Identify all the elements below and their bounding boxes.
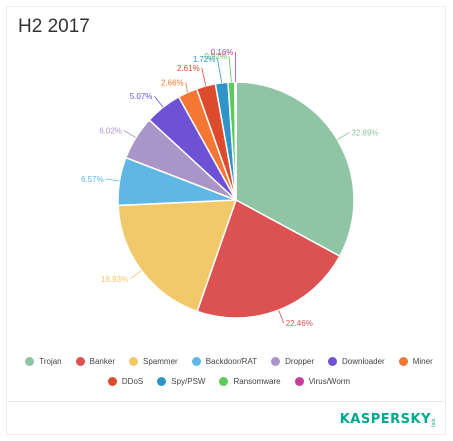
legend-item: Spammer bbox=[129, 357, 178, 366]
leader-line bbox=[154, 95, 164, 108]
chart-title: H2 2017 bbox=[18, 16, 90, 37]
legend-swatch bbox=[129, 357, 138, 366]
legend-item: DDoS bbox=[107, 377, 144, 386]
data-label: 6.02% bbox=[99, 126, 122, 135]
leader-line bbox=[201, 67, 207, 86]
legend-label: DDoS bbox=[121, 377, 144, 386]
legend-swatch bbox=[75, 357, 85, 366]
data-label: 1.72% bbox=[193, 55, 216, 64]
legend-item: Banker bbox=[75, 357, 115, 366]
legend-swatch bbox=[294, 377, 304, 386]
leader-line bbox=[217, 58, 223, 83]
kaspersky-logo: KASPERSKY lab bbox=[340, 412, 437, 427]
leader-line bbox=[337, 132, 350, 140]
legend: Trojan Banker Spammer Backdoor/RAT Dropper Do… bbox=[24, 357, 434, 386]
legend-item: Ransomware bbox=[219, 377, 281, 386]
data-label: 32.89% bbox=[351, 128, 378, 137]
legend-item: Trojan bbox=[25, 357, 62, 366]
legend-label: Banker bbox=[89, 357, 115, 366]
legend-swatch bbox=[107, 377, 117, 386]
data-label: 18.93% bbox=[101, 275, 128, 284]
leader-line bbox=[278, 309, 285, 324]
pie-slice-banker bbox=[196, 198, 341, 319]
legend-swatch bbox=[328, 357, 338, 366]
footer-divider bbox=[8, 401, 444, 402]
data-label: 0.92% bbox=[204, 52, 227, 61]
legend-swatch bbox=[25, 357, 35, 366]
legend-swatch bbox=[398, 357, 408, 366]
legend-label: Backdoor/RAT bbox=[205, 357, 258, 366]
leader-line bbox=[129, 270, 142, 280]
leader-line bbox=[185, 82, 188, 93]
legend-label: Miner bbox=[412, 357, 433, 366]
leader-line bbox=[123, 129, 137, 139]
legend-item: Spy/PSW bbox=[157, 377, 205, 386]
leader-line bbox=[105, 178, 120, 182]
legend-swatch bbox=[191, 357, 201, 366]
legend-swatch bbox=[271, 357, 281, 366]
data-label: 0.16% bbox=[211, 48, 234, 57]
pie-slice-virus-worm bbox=[234, 81, 237, 201]
legend-item: Backdoor/RAT bbox=[191, 357, 258, 366]
legend-swatch bbox=[157, 377, 167, 386]
legend-label: Ransomware bbox=[233, 377, 281, 386]
legend-label: Virus/Worm bbox=[308, 377, 351, 386]
legend-label: Spammer bbox=[143, 357, 178, 366]
legend-label: Spy/PSW bbox=[171, 377, 206, 386]
legend-label: Downloader bbox=[342, 357, 385, 366]
data-label: 2.66% bbox=[161, 78, 184, 87]
legend-item: Dropper bbox=[271, 357, 314, 366]
legend-swatch bbox=[219, 377, 229, 386]
legend-label: Dropper bbox=[285, 357, 315, 366]
legend-item: Downloader bbox=[328, 357, 385, 366]
legend-item: Virus/Worm bbox=[294, 377, 351, 386]
brand-suffix: lab bbox=[431, 417, 437, 427]
data-label: 6.57% bbox=[81, 175, 104, 184]
legend-label: Trojan bbox=[39, 357, 62, 366]
brand-name: KASPERSKY bbox=[339, 412, 431, 427]
data-label: 22.46% bbox=[286, 319, 313, 328]
data-label: 2.61% bbox=[177, 64, 200, 73]
legend-item: Miner bbox=[398, 357, 433, 366]
leader-line bbox=[228, 56, 232, 83]
pie-slice-trojan bbox=[235, 81, 355, 258]
data-label: 5.07% bbox=[130, 92, 153, 101]
